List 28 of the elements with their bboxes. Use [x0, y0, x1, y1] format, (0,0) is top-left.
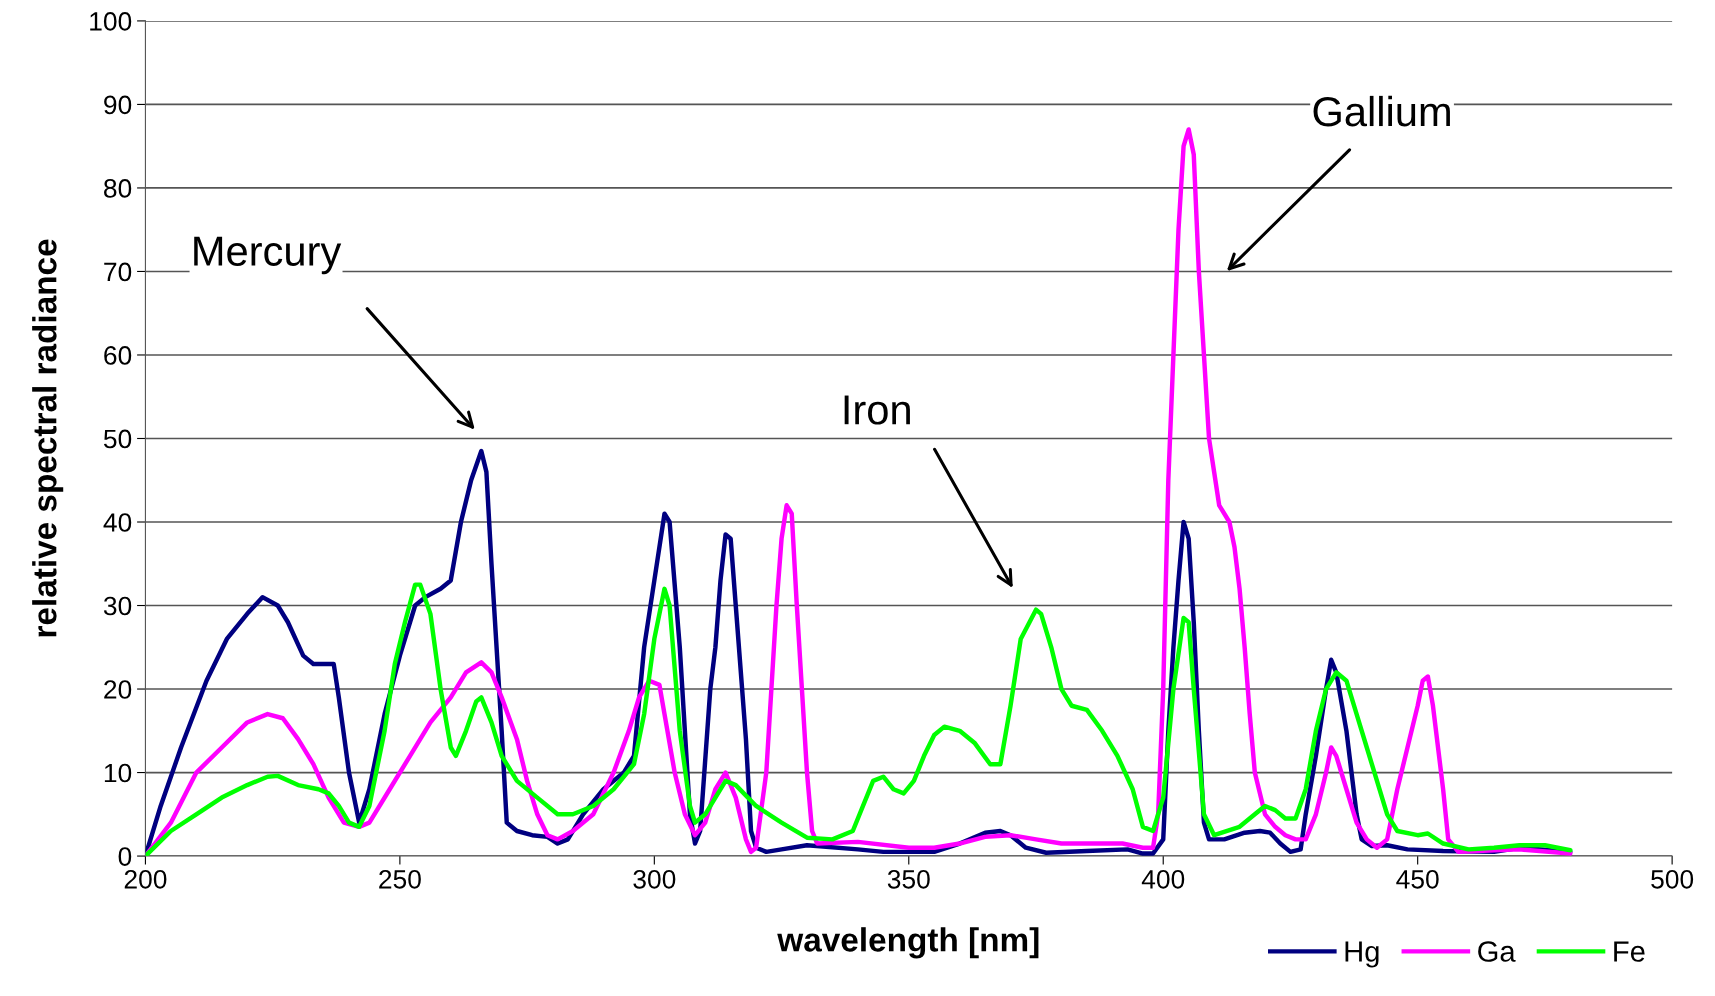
x-tick-label: 400: [1141, 869, 1185, 889]
x-tick-label: 350: [887, 869, 930, 889]
x-tick-label: 250: [379, 869, 421, 889]
x-tick-label: 450: [1396, 869, 1439, 889]
legend-label: Hg: [1345, 941, 1379, 968]
y-tick-label: 0: [118, 847, 132, 866]
legend-label: Ga: [1478, 941, 1516, 962]
y-tick-label: 30: [103, 596, 132, 616]
x-tick-label: 300: [633, 869, 676, 889]
annotation: Iron: [844, 395, 910, 425]
y-tick-label: 20: [104, 680, 132, 699]
y-tick-label: 100: [90, 12, 132, 31]
y-axis-title: relative spectral radiance: [32, 239, 64, 637]
annotation: Mercury: [194, 236, 342, 275]
y-tick-label: 50: [103, 429, 132, 449]
y-tick-label: 10: [104, 763, 132, 783]
x-tick-label: 200: [124, 869, 167, 889]
y-tick-label: 60: [104, 346, 132, 365]
line-series: [145, 582, 1573, 857]
annotation: Gallium: [1313, 95, 1450, 127]
y-tick-label: 40: [103, 513, 132, 532]
x-tick-label: 500: [1651, 869, 1694, 889]
y-tick-label: 80: [104, 179, 132, 198]
x-axis-title: wavelength [nm]: [777, 927, 1039, 959]
y-tick-label: 70: [104, 262, 132, 282]
y-tick-label: 90: [104, 95, 132, 115]
line-series: [145, 127, 1573, 857]
legend-label: Fe: [1614, 941, 1645, 962]
